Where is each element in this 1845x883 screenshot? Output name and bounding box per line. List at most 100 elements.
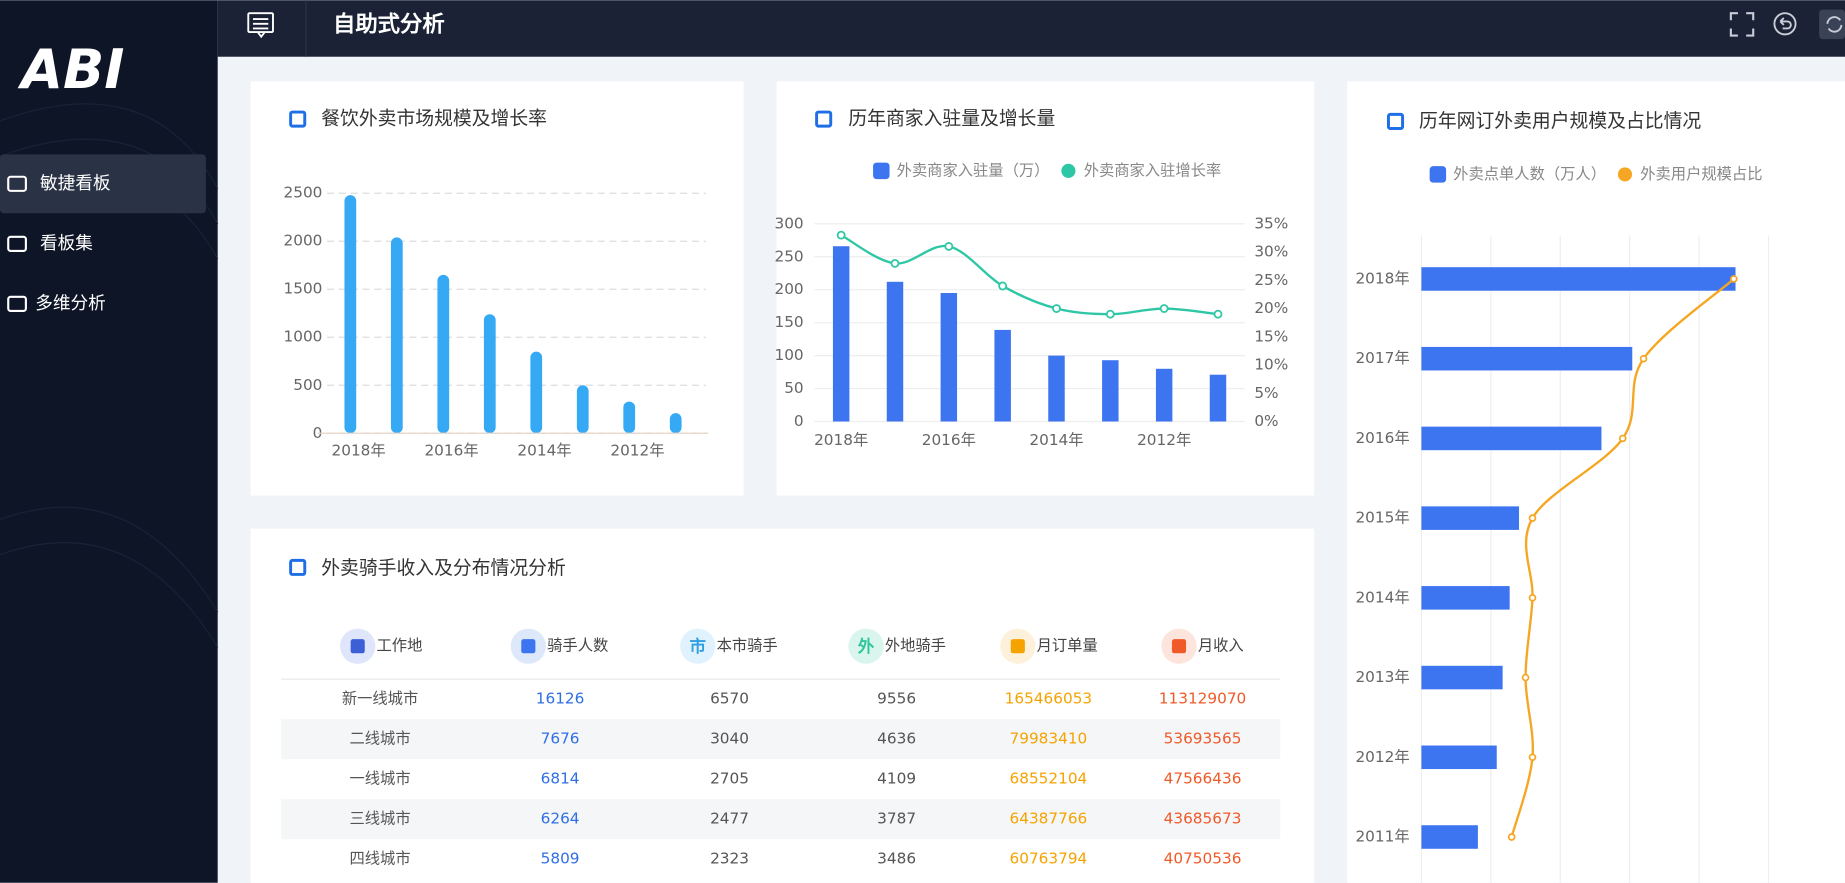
- table-cell: 新一线城市: [342, 690, 418, 708]
- table-cell: 3040: [710, 730, 749, 748]
- title-icon: [289, 110, 307, 128]
- y-tick-label: 200: [774, 280, 803, 298]
- line-point: [1052, 304, 1061, 313]
- refresh-button[interactable]: [1819, 9, 1845, 40]
- bar: [1421, 586, 1510, 610]
- y-tick-label: 2500: [284, 184, 323, 202]
- x-tick-label: 2014年: [1029, 431, 1083, 449]
- line: [840, 234, 1219, 316]
- line-point: [1618, 434, 1627, 443]
- y-tick-label: 50: [784, 379, 803, 397]
- table-cell: 40750536: [1164, 850, 1242, 868]
- y-tick-label: 2013年: [1355, 668, 1409, 686]
- line-point: [1521, 673, 1530, 682]
- header: 自助式分析: [217, 0, 1845, 57]
- bar: [1421, 825, 1478, 849]
- table-cell: 68552104: [1010, 770, 1088, 788]
- line-point: [1528, 594, 1537, 602]
- menu-item[interactable]: 多维分析: [35, 293, 106, 314]
- bar: [1421, 665, 1503, 690]
- line-point: [1105, 309, 1115, 319]
- bar: [483, 314, 496, 434]
- legend-swatch: [1617, 167, 1633, 182]
- y2-tick-label: 20%: [1254, 299, 1288, 317]
- table-cell: 5809: [541, 850, 580, 868]
- column-icon: [1171, 639, 1187, 654]
- y2-tick-label: 10%: [1254, 356, 1288, 374]
- column-header: 本市骑手: [717, 637, 778, 655]
- y-tick-label: 300: [774, 214, 803, 232]
- table-cell: 3486: [877, 850, 916, 868]
- undo-button[interactable]: [1773, 12, 1797, 36]
- active-menu-bg: [0, 154, 206, 214]
- bar: [1421, 426, 1602, 451]
- row-stripe: [281, 719, 1281, 760]
- y-tick-label: 1500: [284, 280, 323, 298]
- column-header: 月收入: [1198, 637, 1244, 655]
- table-cell: 53693565: [1164, 730, 1242, 748]
- line-point: [944, 241, 954, 251]
- y2-tick-label: 5%: [1254, 384, 1278, 402]
- bar: [576, 385, 589, 434]
- bar: [1155, 368, 1173, 422]
- title-icon: [815, 110, 833, 128]
- menu-icon: [7, 235, 27, 252]
- x-tick-label: 2012年: [610, 441, 664, 459]
- bar: [1102, 360, 1119, 422]
- bar: [886, 281, 904, 422]
- content: 敏捷看板看板集多维分析餐饮外卖市场规模及增长率05001000150020002…: [7, 108, 1770, 883]
- line-point: [836, 230, 846, 240]
- table-title: 外卖骑手收入及分布情况分析: [321, 557, 566, 579]
- bar: [1421, 346, 1633, 371]
- x-tick-label: 2012年: [1137, 431, 1191, 449]
- column-header: 骑手人数: [547, 637, 608, 655]
- panel: [776, 81, 1315, 496]
- y-tick-label: 2012年: [1355, 748, 1409, 766]
- chart-title: 历年商家入驻量及增长量: [848, 108, 1055, 130]
- menu-icon: [7, 295, 27, 312]
- table-cell: 113129070: [1159, 690, 1247, 708]
- y-tick-label: 250: [774, 247, 803, 265]
- sidebar-bg: [0, 0, 218, 883]
- column-icon-text: 外: [857, 637, 875, 656]
- bar: [623, 401, 636, 434]
- bar: [994, 329, 1011, 422]
- chart-title: 历年网订外卖用户规模及占比情况: [1419, 110, 1701, 132]
- line-point: [1528, 514, 1537, 522]
- table-cell: 3787: [877, 810, 916, 828]
- menu-item[interactable]: 敏捷看板: [40, 173, 111, 194]
- table-cell: 6264: [541, 810, 580, 828]
- title-icon: [289, 558, 307, 576]
- line-point: [1528, 753, 1537, 762]
- legend-label: 外卖点单人数（万人）: [1453, 165, 1606, 183]
- y2-tick-label: 0%: [1254, 412, 1278, 430]
- y2-tick-label: 30%: [1254, 243, 1288, 261]
- menu-item[interactable]: 看板集: [40, 233, 93, 254]
- column-icon: [521, 639, 536, 654]
- page-title: 自助式分析: [333, 10, 445, 37]
- line-point: [1213, 309, 1223, 319]
- column-icon-bg: [680, 628, 716, 664]
- bar: [940, 293, 958, 422]
- y-tick-label: 2018年: [1355, 269, 1409, 287]
- y-tick-label: 500: [293, 376, 322, 394]
- y-tick-label: 0: [794, 412, 804, 430]
- y-tick-label: 2014年: [1355, 588, 1409, 606]
- fullscreen-button[interactable]: [1729, 12, 1755, 37]
- line-point: [890, 258, 900, 268]
- table-cell: 一线城市: [349, 770, 410, 788]
- line-point: [998, 281, 1008, 291]
- column-icon: [350, 639, 365, 654]
- panel: [250, 81, 744, 496]
- x-tick-label: 2018年: [814, 431, 868, 449]
- legend-label: 外卖用户规模占比: [1640, 165, 1762, 183]
- table-cell: 79983410: [1010, 730, 1088, 748]
- logo: ABI: [17, 38, 124, 101]
- menu-toggle[interactable]: [247, 12, 274, 39]
- y-tick-label: 2000: [284, 232, 323, 250]
- legend-swatch: [873, 162, 890, 180]
- bar: [669, 413, 682, 434]
- table-cell: 9556: [877, 690, 916, 708]
- legend-label: 外卖商家入驻增长率: [1084, 161, 1222, 179]
